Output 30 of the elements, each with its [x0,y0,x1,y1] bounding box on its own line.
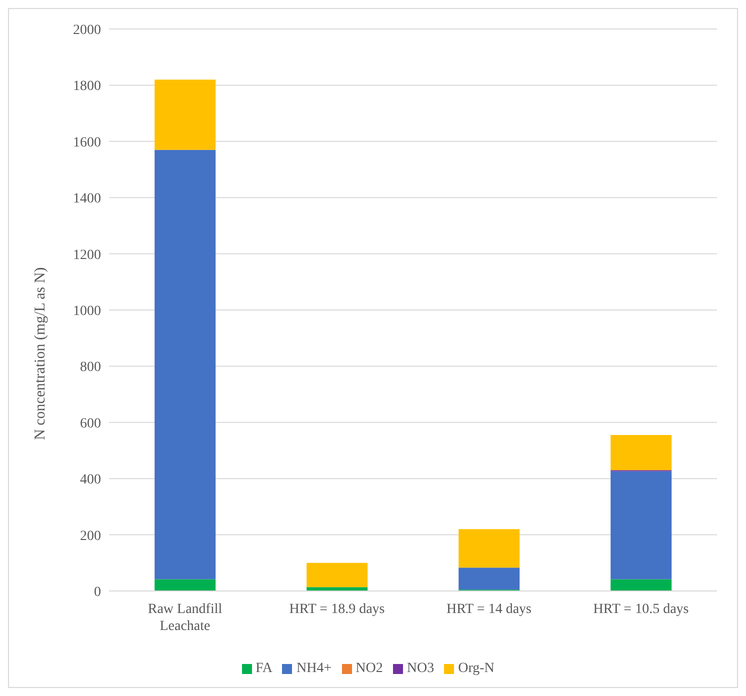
y-tick-label: 2000 [73,22,101,38]
bar [154,579,216,591]
bar [154,150,216,580]
bar [610,471,672,580]
x-tick-label: HRT = 18.9 days [289,602,385,617]
legend-label: FA [256,661,272,676]
y-tick-label: 1200 [73,248,101,263]
bar [154,80,216,150]
x-tick-label: HRT = 14 days [446,602,532,617]
bar [306,562,368,588]
y-tick-label: 200 [80,528,101,544]
y-tick-label: 1400 [73,192,101,207]
y-tick-label: 1000 [73,304,101,319]
y-tick-label: 400 [80,472,101,488]
bar [458,568,520,590]
bar [610,579,672,591]
legend-label: Org-N [458,661,494,676]
y-tick-label: 0 [94,584,101,600]
x-tick-label: HRT = 10.5 days [593,602,689,617]
y-tick-label: 600 [80,416,101,432]
y-tick-label: 800 [80,360,101,376]
x-tick-label: Raw Landfill Leachate [148,602,222,634]
y-axis-title: N concentration (mg/L as N) [32,267,48,440]
y-tick-label: 1800 [73,79,101,94]
legend-label: NO2 [356,661,383,676]
bar [610,435,672,470]
y-tick-label: 1600 [73,135,101,150]
legend-label: NH4+ [296,661,332,676]
legend-label: NO3 [406,661,434,676]
bar [458,529,520,568]
